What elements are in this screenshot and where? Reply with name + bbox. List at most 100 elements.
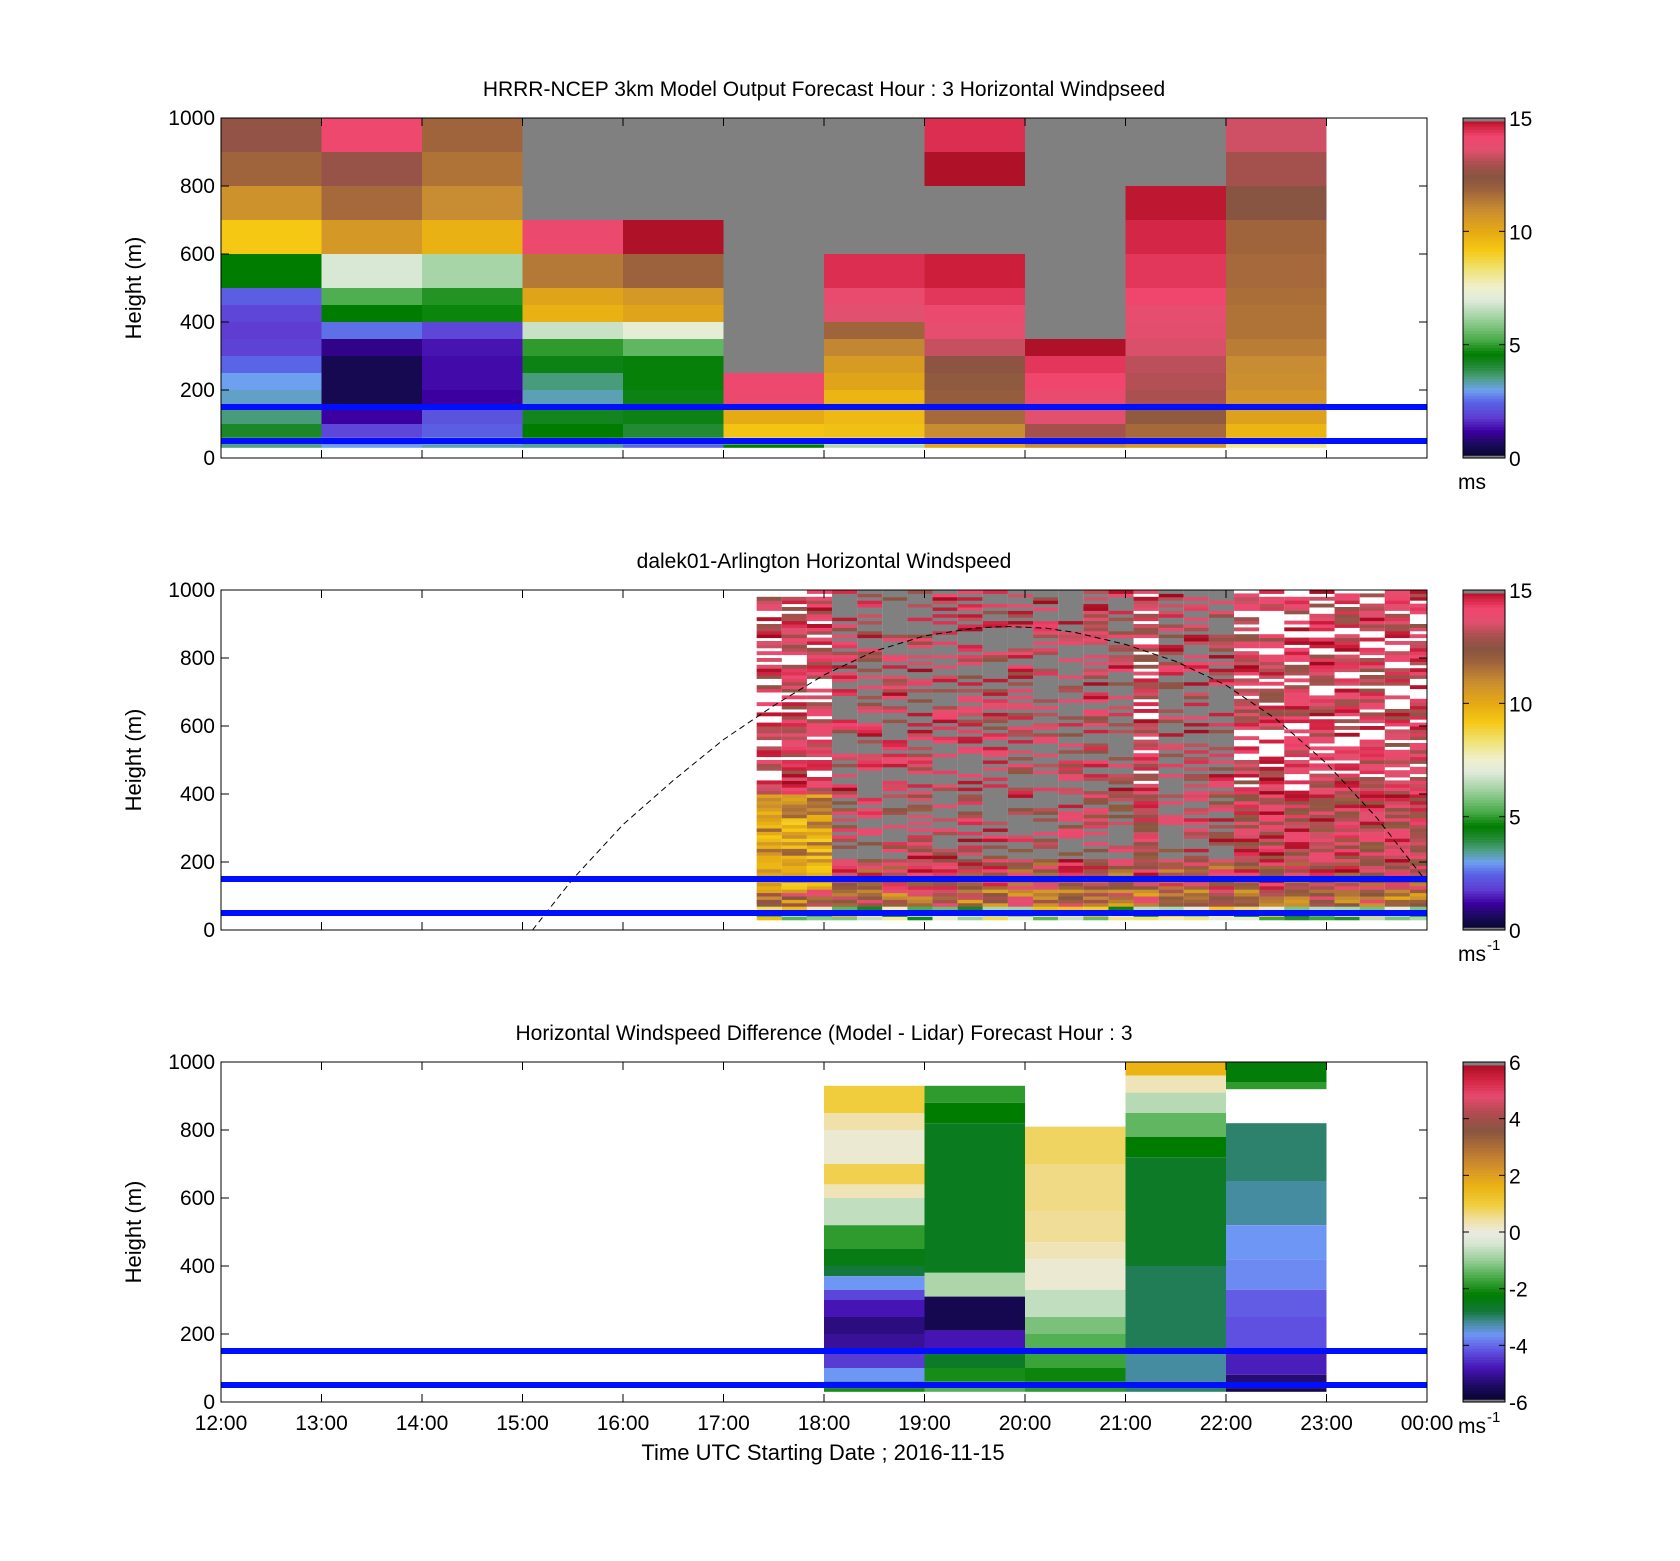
lidar-cell <box>907 634 933 639</box>
lidar-cell <box>1183 780 1209 785</box>
lidar-cell <box>1007 824 1034 829</box>
colorbar-swatch <box>1463 794 1505 798</box>
lidar-cell <box>1384 872 1410 877</box>
lidar-cell <box>781 729 807 734</box>
lidar-cell <box>1284 811 1310 815</box>
lidar-cell <box>1259 719 1285 724</box>
lidar-cell <box>806 671 833 676</box>
colorbar-swatch <box>1463 1348 1505 1352</box>
lidar-cell <box>1208 729 1235 734</box>
lidar-cell <box>1007 800 1034 805</box>
lidar-cell <box>857 695 883 700</box>
lidar-cell <box>1108 770 1134 775</box>
lidar-cell <box>1309 603 1335 608</box>
lidar-cell <box>932 688 958 693</box>
colorbar-swatch <box>1463 285 1505 289</box>
lidar-cell <box>1234 817 1260 822</box>
lidar-cell <box>832 841 858 846</box>
lidar-cell <box>1058 664 1084 669</box>
heatmap-cell <box>321 254 422 288</box>
lidar-cell <box>832 817 858 822</box>
lidar-cell <box>957 882 983 887</box>
lidar-cell <box>1234 794 1260 798</box>
heatmap-cell <box>1025 1317 1126 1334</box>
lidar-cell <box>957 746 983 751</box>
colorbar-swatch <box>1463 1379 1505 1383</box>
lidar-cell <box>982 770 1008 775</box>
lidar-cell <box>1058 902 1084 907</box>
lidar-cell <box>1007 787 1034 792</box>
lidar-cell <box>1108 906 1134 911</box>
colorbar-swatch <box>1463 1223 1505 1227</box>
lidar-cell <box>882 732 908 737</box>
lidar-cell <box>1409 732 1427 737</box>
lidar-cell <box>957 868 983 873</box>
lidar-cell <box>781 848 807 853</box>
lidar-cell <box>756 675 782 679</box>
lidar-cell <box>1158 664 1184 669</box>
colorbar-swatch <box>1463 392 1505 397</box>
lidar-cell <box>1384 797 1410 802</box>
colorbar-swatch <box>1463 1359 1505 1363</box>
lidar-cell <box>957 688 983 693</box>
y-tick-label: 800 <box>180 175 215 198</box>
lidar-cell <box>932 753 958 758</box>
lidar-cell <box>982 651 1008 656</box>
x-tick-label: 13:00 <box>295 1412 348 1435</box>
lidar-cell <box>1384 743 1410 747</box>
lidar-cell <box>806 865 833 870</box>
lidar-cell <box>1208 698 1235 703</box>
lidar-cell <box>1058 722 1084 727</box>
lidar-cell <box>1007 685 1034 690</box>
lidar-cell <box>781 641 807 645</box>
colorbar-swatch <box>1463 1399 1505 1403</box>
lidar-cell <box>1108 726 1134 730</box>
lidar-cell <box>957 709 983 713</box>
lidar-cell <box>756 845 782 849</box>
lidar-cell <box>907 858 933 863</box>
lidar-cell <box>1007 681 1034 686</box>
colorbar-swatch <box>1463 1135 1505 1140</box>
lidar-cell <box>1083 739 1109 744</box>
lidar-cell <box>1058 800 1084 805</box>
colorbar-swatch <box>1463 140 1505 145</box>
lidar-cell <box>1259 872 1285 877</box>
lidar-cell <box>1033 641 1059 645</box>
colorbar-swatch <box>1463 1356 1505 1361</box>
colorbar-swatch <box>1463 672 1505 676</box>
lidar-cell <box>1033 766 1059 771</box>
lidar-cell <box>1208 739 1235 744</box>
heatmap-cell <box>1226 1062 1327 1083</box>
lidar-cell <box>781 797 807 802</box>
lidar-cell <box>882 702 908 707</box>
lidar-cell <box>1083 613 1109 618</box>
y-axis-label: Height (m) <box>121 1181 146 1284</box>
lidar-cell <box>907 777 933 781</box>
lidar-cell <box>1007 872 1034 877</box>
lidar-cell <box>832 692 858 696</box>
lidar-cell <box>781 671 807 676</box>
lidar-cell <box>1334 719 1360 724</box>
lidar-cell <box>982 797 1008 802</box>
colorbar-swatch <box>1463 407 1505 411</box>
colorbar-swatch <box>1463 1268 1505 1273</box>
lidar-cell <box>1108 634 1134 639</box>
lidar-cell <box>832 726 858 730</box>
lidar-cell <box>1259 658 1285 662</box>
lidar-cell <box>907 705 933 710</box>
lidar-cell <box>1309 862 1335 866</box>
heatmap-cell <box>1226 1259 1327 1290</box>
lidar-cell <box>1409 882 1427 887</box>
lidar-cell <box>957 885 983 890</box>
lidar-cell <box>882 661 908 666</box>
lidar-cell <box>1409 634 1427 639</box>
lidar-cell <box>932 739 958 744</box>
lidar-cell <box>1359 753 1385 758</box>
lidar-cell <box>1033 651 1059 656</box>
lidar-cell <box>781 892 807 897</box>
colorbar-swatch <box>1463 1096 1505 1100</box>
colorbar-swatch <box>1463 830 1505 835</box>
lidar-cell <box>1359 668 1385 673</box>
lidar-cell <box>932 906 958 911</box>
lidar-cell <box>1083 732 1109 737</box>
